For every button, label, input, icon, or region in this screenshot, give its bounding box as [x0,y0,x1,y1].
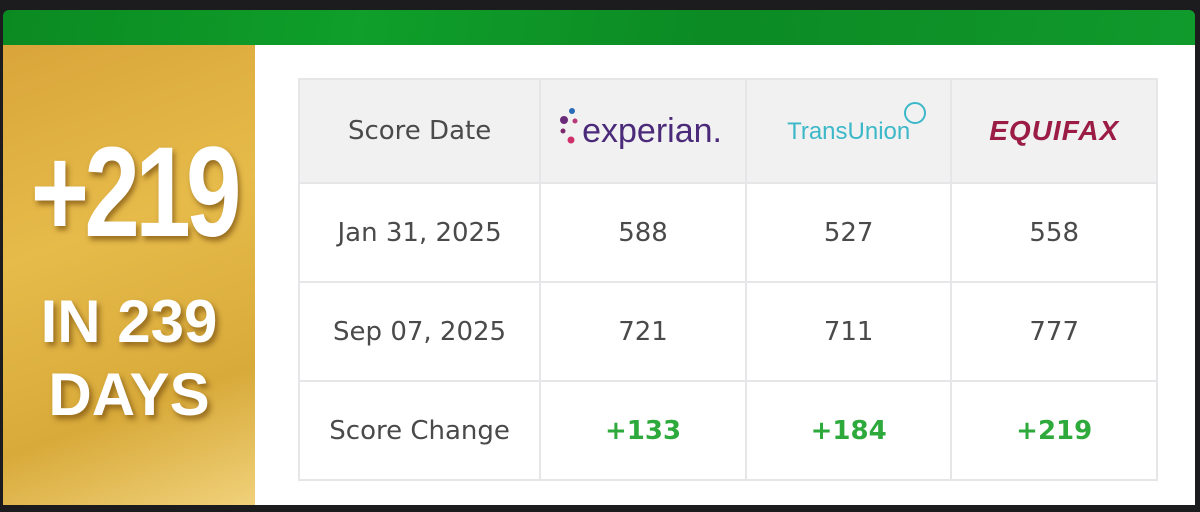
equifax-change: +219 [950,380,1158,481]
transunion-score: 527 [744,182,953,283]
equifax-logo: EQUIFAX [989,115,1120,146]
score-card: +219 IN 239 DAYS Score Date experian. Tr… [3,45,1195,505]
transunion-change: +184 [744,380,953,481]
transunion-logo: TransUnion [787,102,927,145]
header-equifax: EQUIFAX [950,78,1158,184]
row-label: Score Change [297,380,542,481]
equifax-score: 777 [950,281,1158,382]
days-line-2: DAYS [48,361,210,428]
score-increase: +219 [30,121,242,264]
row-date: Sep 07, 2025 [297,281,542,382]
improvement-badge: +219 IN 239 DAYS [3,45,255,505]
transunion-score: 711 [744,281,953,382]
days-line-1: IN 239 [40,288,218,355]
header-transunion: TransUnion [744,78,953,184]
score-table: Score Date experian. TransUnion EQUIFAX … [297,78,1158,481]
table-row: Sep 07, 2025 721 711 777 [297,281,1158,382]
transunion-ring-icon [904,102,927,124]
equifax-score: 558 [950,182,1158,283]
row-date: Jan 31, 2025 [297,182,542,283]
experian-dots-icon [560,107,578,143]
table-row: Jan 31, 2025 588 527 558 [297,182,1158,283]
top-banner [3,10,1195,46]
header-experian: experian. [539,78,747,184]
table-header: Score Date experian. TransUnion EQUIFAX [297,78,1158,184]
experian-score: 721 [539,281,747,382]
experian-logo: experian. [560,107,722,150]
header-score-date: Score Date [297,78,542,184]
experian-score: 588 [539,182,747,283]
experian-change: +133 [539,380,747,481]
table-row: Score Change +133 +184 +219 [297,380,1158,481]
